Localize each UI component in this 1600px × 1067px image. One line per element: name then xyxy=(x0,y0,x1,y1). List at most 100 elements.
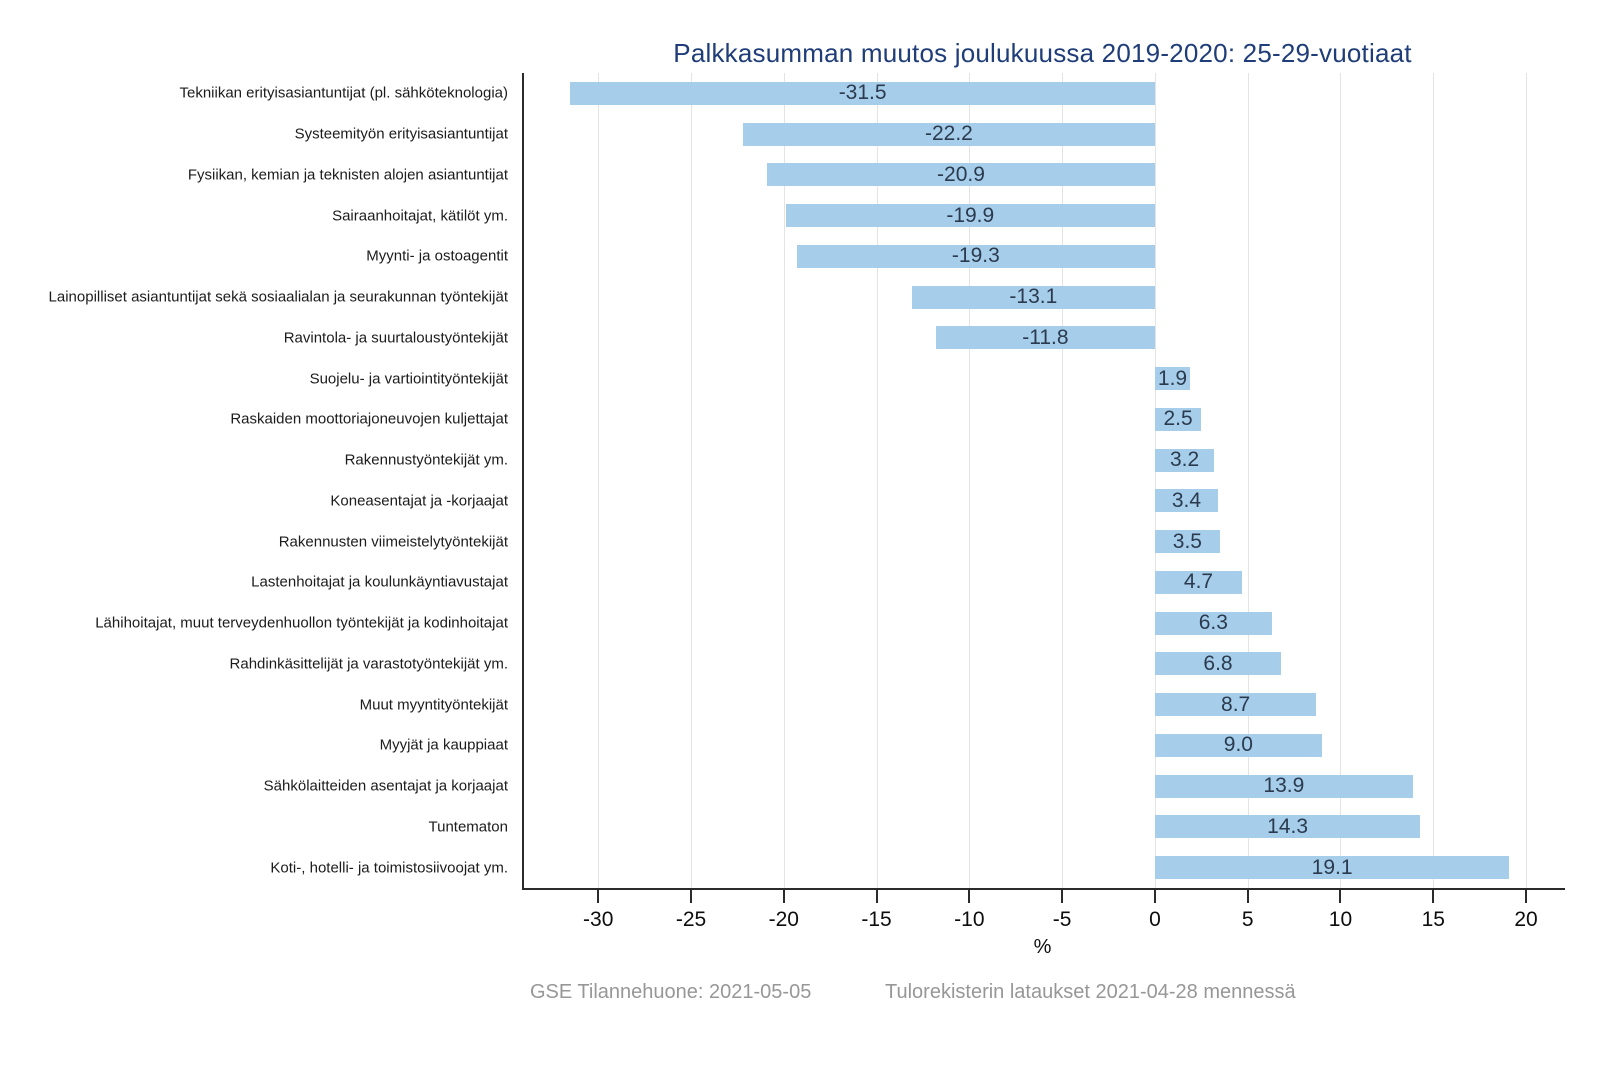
bar-value-label: -19.9 xyxy=(946,203,995,227)
bar-value-label: 14.3 xyxy=(1267,814,1309,838)
bar-value-label: -13.1 xyxy=(1009,285,1058,309)
gridline xyxy=(969,73,971,888)
x-axis-tick-label: -25 xyxy=(675,908,707,931)
bar-value-label: -22.2 xyxy=(924,122,973,146)
x-axis-tick-label: 0 xyxy=(1149,908,1161,931)
bar xyxy=(1154,448,1215,472)
bar xyxy=(1154,367,1191,391)
x-axis-tick xyxy=(1339,890,1342,903)
plot-area: -30 -25 -20 -15 -10 -5 0 5 10 15 20 -31.5 -22.2 -20.9… xyxy=(522,73,1565,931)
bar-value-label: 3.5 xyxy=(1172,529,1202,553)
bar-value-label: 9.0 xyxy=(1223,733,1253,757)
category-label: Koneasentajat ja -korjaajat xyxy=(330,492,508,510)
category-label: Lastenhoitajat ja koulunkäyntiavustajat xyxy=(251,573,508,591)
bar-value-label: -19.3 xyxy=(951,244,1000,268)
bar xyxy=(1154,733,1322,757)
bar xyxy=(1154,815,1421,839)
gridline xyxy=(1154,73,1156,888)
x-axis-tick-label: -20 xyxy=(768,908,799,931)
category-axis-labels: Tekniikan erityisasiantuntijat (pl. sähk… xyxy=(0,73,508,888)
x-axis-tick xyxy=(1525,890,1528,903)
gridline xyxy=(1247,73,1249,888)
footer-note: Tulorekisterin lataukset 2021-04-28 menn… xyxy=(885,981,1296,1003)
category-label: Myyjät ja kauppiaat xyxy=(379,736,508,754)
category-label: Lähihoitajat, muut terveydenhuollon työn… xyxy=(95,614,508,632)
bar-value-label: 6.3 xyxy=(1198,611,1228,635)
x-axis-tick xyxy=(875,890,878,903)
bar xyxy=(1154,652,1282,676)
bar xyxy=(767,163,1155,187)
bar xyxy=(1154,489,1218,513)
x-axis-tick-label: 5 xyxy=(1241,908,1254,931)
x-axis-tick-label: -10 xyxy=(954,908,985,931)
bar-value-label: 4.7 xyxy=(1183,570,1214,594)
gridline xyxy=(1526,73,1528,888)
gridline xyxy=(1340,73,1342,888)
gridline xyxy=(783,73,785,888)
x-axis-tick-label: -5 xyxy=(1052,908,1072,931)
category-label: Sairaanhoitajat, kätilöt ym. xyxy=(332,207,508,225)
chart-title: Palkkasumman muutos joulukuussa 2019-202… xyxy=(673,38,1412,68)
x-axis-tick xyxy=(782,890,785,903)
bar xyxy=(1154,530,1220,554)
bar xyxy=(1154,693,1317,717)
category-label: Rakennustyöntekijät ym. xyxy=(344,451,508,469)
category-label: Suojelu- ja vartiointityöntekijät xyxy=(309,370,508,388)
category-label: Lainopilliset asiantuntijat sekä sosiaal… xyxy=(48,288,508,306)
bar xyxy=(796,244,1155,268)
category-label: Systeemityön erityisasiantuntijat xyxy=(294,125,508,143)
x-axis-tick xyxy=(1432,890,1435,903)
bar-value-label: 8.7 xyxy=(1221,692,1251,716)
category-label: Rakennusten viimeistelytyöntekijät xyxy=(278,533,508,551)
category-label: Ravintola- ja suurtaloustyöntekijät xyxy=(283,329,508,347)
bar-value-label: -20.9 xyxy=(937,162,985,186)
bar xyxy=(1154,407,1202,431)
bar xyxy=(911,285,1155,309)
bar-value-label: 6.8 xyxy=(1203,651,1233,675)
x-axis-tick xyxy=(597,890,600,903)
bar xyxy=(785,204,1155,228)
bar xyxy=(1154,774,1413,798)
x-axis-tick xyxy=(1246,890,1249,903)
bar-value-label: 2.5 xyxy=(1163,407,1193,431)
x-axis-tick-label: 10 xyxy=(1328,908,1353,931)
category-label: Myynti- ja ostoagentit xyxy=(366,247,508,265)
gridline xyxy=(691,73,692,888)
bar xyxy=(742,122,1155,146)
gridline xyxy=(598,73,600,888)
category-label: Koti-, hotelli- ja toimistosiivoojat ym. xyxy=(270,859,508,877)
bar xyxy=(570,81,1155,105)
gridline xyxy=(876,73,878,888)
bar-value-label: -31.5 xyxy=(838,81,887,105)
x-axis-tick-label: 15 xyxy=(1421,908,1445,931)
bar xyxy=(1154,611,1272,635)
x-axis-tick-label: -30 xyxy=(583,908,614,931)
x-axis-tick-label: -15 xyxy=(861,908,892,931)
bar-value-label: 13.9 xyxy=(1263,774,1305,798)
bar xyxy=(1154,856,1510,880)
category-label: Fysiikan, kemian ja teknisten alojen asi… xyxy=(187,166,508,184)
x-axis-label: % xyxy=(1033,936,1052,958)
bar xyxy=(1154,570,1243,594)
gridline xyxy=(1062,73,1064,888)
category-label: Tuntematon xyxy=(428,818,509,836)
bar-value-label: 3.2 xyxy=(1169,448,1200,472)
bar xyxy=(935,326,1155,350)
category-label: Raskaiden moottoriajoneuvojen kuljettaja… xyxy=(230,410,508,428)
gridline xyxy=(1433,73,1435,888)
bar-value-label: 19.1 xyxy=(1311,855,1353,879)
x-axis-tick xyxy=(1061,890,1064,903)
bar-value-label: -11.8 xyxy=(1022,325,1069,349)
category-label: Sähkölaitteiden asentajat ja korjaajat xyxy=(263,777,508,795)
footer-source: GSE Tilannehuone: 2021-05-05 xyxy=(530,981,812,1003)
x-axis-tick xyxy=(690,890,692,903)
x-axis-tick xyxy=(968,890,971,903)
bar-value-label: 3.4 xyxy=(1171,488,1202,512)
x-axis-tick-label: 20 xyxy=(1514,908,1538,931)
bar-value-label: 1.9 xyxy=(1157,366,1188,390)
x-axis-tick xyxy=(1153,890,1156,903)
category-label: Tekniikan erityisasiantuntijat (pl. sähk… xyxy=(179,84,508,102)
category-label: Muut myyntityöntekijät xyxy=(359,696,508,714)
category-label: Rahdinkäsittelijät ja varastotyöntekijät… xyxy=(229,655,508,673)
